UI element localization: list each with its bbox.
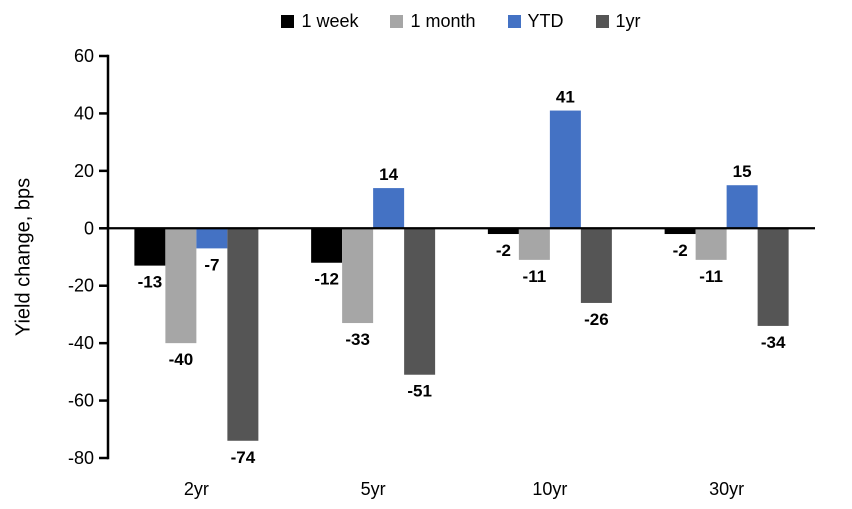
bar-1-month-2yr [165,228,197,344]
bar-value-label: -33 [345,330,370,349]
y-tick-label: -20 [68,276,94,296]
y-tick-label: 0 [84,218,94,238]
bar-value-label: -40 [169,350,194,369]
y-tick-label: -80 [68,448,94,468]
y-tick-label: 40 [74,103,94,123]
bar-1yr-5yr [404,228,436,375]
legend-item-1-month: 1 month [390,11,476,32]
bar-1-week-5yr [311,228,343,263]
legend-swatch-icon [281,15,295,28]
x-category-label: 5yr [361,479,386,499]
bar-value-label: -74 [231,448,256,467]
bar-1yr-10yr [580,228,612,303]
bar-1-week-2yr [134,228,166,266]
legend-item-1yr: 1yr [595,11,641,32]
legend-label: 1yr [615,11,641,31]
bar-value-label: -13 [138,273,163,292]
y-tick-label: -60 [68,391,94,411]
legend-swatch-icon [507,15,521,28]
bar-1-month-10yr [518,228,550,260]
bar-1yr-30yr [757,228,789,326]
bar-1-month-30yr [695,228,727,260]
bar-YTD-30yr [726,185,758,229]
bar-1-week-30yr [664,228,696,235]
x-category-label: 2yr [184,479,209,499]
bar-value-label: -12 [314,270,339,289]
bar-value-label: -26 [584,310,609,329]
y-tick-label: 60 [74,46,94,66]
bar-YTD-10yr [549,110,581,229]
bar-value-label: -11 [699,267,723,286]
bar-value-label: -2 [496,241,511,260]
legend-swatch-icon [390,15,404,28]
bar-value-label: 41 [556,88,575,107]
legend-label: YTD [527,11,564,31]
bar-1-month-5yr [342,228,374,324]
bar-value-label: -7 [204,255,219,274]
bar-value-label: 15 [733,162,752,181]
legend-item-YTD: YTD [507,11,564,32]
bar-value-label: -11 [523,267,547,286]
x-category-label: 10yr [532,479,567,499]
bar-value-label: -51 [407,382,432,401]
bar-value-label: -2 [673,241,688,260]
legend-item-1-week: 1 week [281,11,358,32]
x-category-label: 30yr [709,479,744,499]
bar-1-week-10yr [487,228,519,235]
chart-legend: 1 week 1 month YTD 1yr [70,11,852,32]
y-tick-label: 20 [74,161,94,181]
bar-YTD-5yr [373,188,405,229]
legend-swatch-icon [595,15,609,28]
y-tick-label: -40 [68,333,94,353]
bar-YTD-2yr [196,228,228,249]
bar-1yr-2yr [227,228,259,441]
legend-label: 1 week [301,11,359,31]
bar-value-label: 14 [379,165,398,184]
legend-label: 1 month [410,11,476,31]
bar-value-label: -34 [761,333,786,352]
